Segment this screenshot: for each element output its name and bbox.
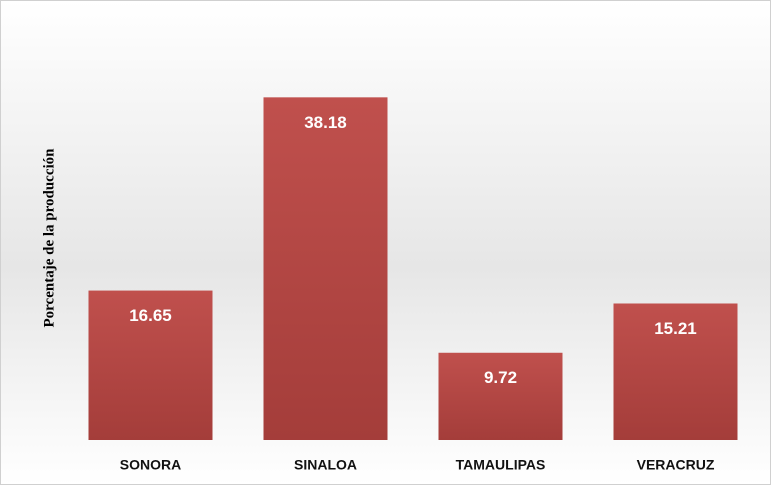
bar: [263, 97, 388, 440]
data-label: 38.18: [304, 113, 347, 132]
x-tick-label: TAMAULIPAS: [456, 457, 546, 473]
bar: [613, 303, 738, 440]
data-label: 9.72: [484, 368, 517, 387]
y-axis-label: Porcentaje de la producción: [41, 148, 57, 328]
bar: [438, 352, 563, 440]
bar: [88, 290, 213, 440]
x-tick-label: VERACRUZ: [637, 457, 715, 473]
data-label: 16.65: [129, 306, 172, 325]
x-tick-label: SONORA: [120, 457, 181, 473]
data-label: 15.21: [654, 319, 697, 338]
x-tick-label: SINALOA: [294, 457, 357, 473]
